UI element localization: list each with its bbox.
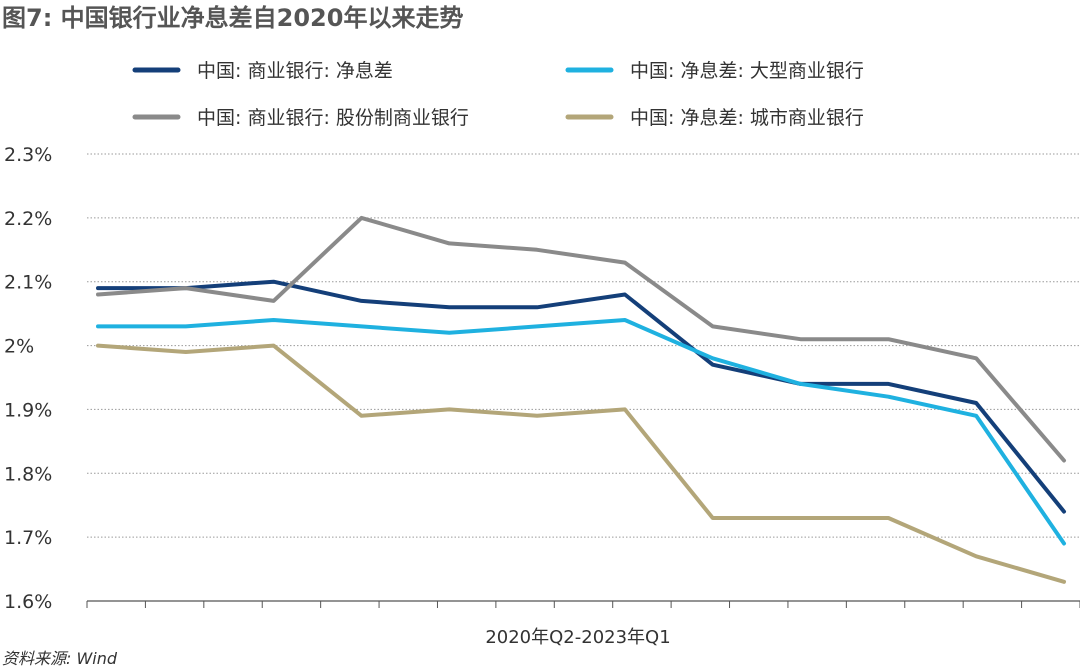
legend-label-3: 中国: 商业银行: 股份制商业银行 bbox=[197, 107, 469, 129]
y-axis-tick-labels: 2.3% 2.2% 2.1% 2% 1.9% 1.8% 1.7% 1.6% bbox=[4, 144, 52, 613]
source-note: 资料来源: Wind bbox=[2, 649, 118, 666]
series-line-4 bbox=[96, 343, 1066, 584]
series-lines bbox=[96, 215, 1066, 584]
x-axis bbox=[86, 600, 1080, 608]
series-line-1 bbox=[96, 279, 1066, 514]
legend-label-2: 中国: 净息差: 大型商业银行 bbox=[630, 60, 864, 82]
y-tick-label: 2% bbox=[4, 336, 34, 358]
y-tick-label: 1.7% bbox=[4, 527, 52, 549]
y-tick-label: 2.1% bbox=[4, 272, 52, 294]
legend-label-4: 中国: 净息差: 城市商业银行 bbox=[630, 107, 864, 129]
series-line-3 bbox=[96, 215, 1066, 463]
y-tick-label: 1.8% bbox=[4, 463, 52, 485]
chart-title: 图7: 中国银行业净息差自2020年以来走势 bbox=[2, 4, 463, 32]
legend-label-1: 中国: 商业银行: 净息差 bbox=[197, 60, 393, 82]
x-axis-label: 2020年Q2-2023年Q1 bbox=[485, 627, 670, 648]
series-line-2 bbox=[96, 318, 1066, 546]
y-tick-label: 1.6% bbox=[4, 591, 52, 613]
gridlines bbox=[87, 153, 1080, 538]
y-tick-label: 2.3% bbox=[4, 144, 52, 166]
y-tick-label: 1.9% bbox=[4, 399, 52, 421]
y-tick-label: 2.2% bbox=[4, 208, 52, 230]
